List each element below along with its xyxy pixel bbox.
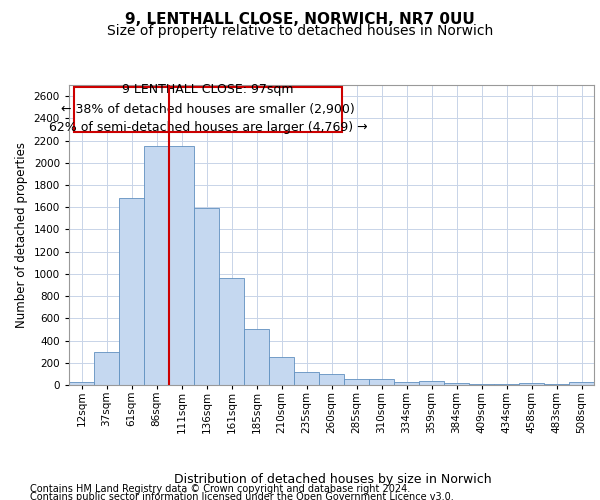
Bar (394, 382, 419, 385)
Y-axis label: Number of detached properties: Number of detached properties (15, 142, 28, 328)
Bar (544, 384, 569, 385)
Text: Contains public sector information licensed under the Open Government Licence v3: Contains public sector information licen… (30, 492, 454, 500)
Bar (444, 383, 469, 385)
Bar (494, 384, 519, 385)
Text: 9, LENTHALL CLOSE, NORWICH, NR7 0UU: 9, LENTHALL CLOSE, NORWICH, NR7 0UU (125, 12, 475, 28)
Bar (469, 384, 494, 385)
Bar (519, 383, 544, 385)
Bar (244, 330, 269, 385)
Bar (69, 382, 94, 385)
Bar (319, 374, 344, 385)
Text: Distribution of detached houses by size in Norwich: Distribution of detached houses by size … (174, 472, 492, 486)
Bar (219, 278, 244, 385)
Text: Size of property relative to detached houses in Norwich: Size of property relative to detached ho… (107, 24, 493, 38)
Bar (119, 198, 144, 385)
Bar (194, 208, 219, 385)
Bar (369, 380, 394, 385)
Bar (344, 380, 369, 385)
Bar (569, 382, 594, 385)
Text: Contains HM Land Registry data © Crown copyright and database right 2024.: Contains HM Land Registry data © Crown c… (30, 484, 410, 494)
Bar (169, 146, 194, 385)
FancyBboxPatch shape (74, 86, 342, 132)
Bar (144, 146, 169, 385)
Bar (269, 357, 294, 385)
Text: 9 LENTHALL CLOSE: 97sqm
← 38% of detached houses are smaller (2,900)
62% of semi: 9 LENTHALL CLOSE: 97sqm ← 38% of detache… (49, 84, 367, 134)
Bar (294, 372, 319, 385)
Bar (94, 352, 119, 385)
Bar (419, 381, 444, 385)
